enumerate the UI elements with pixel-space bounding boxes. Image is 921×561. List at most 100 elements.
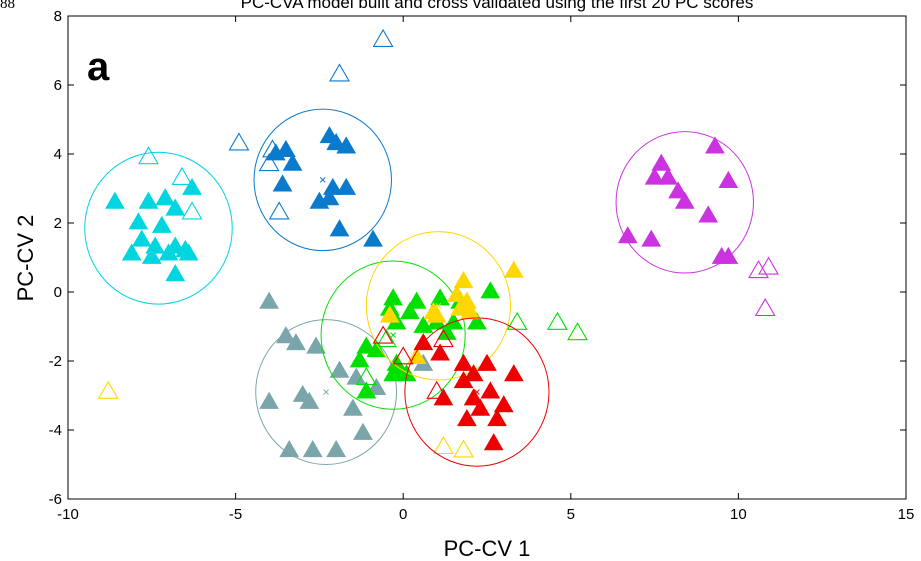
filled-triangle-point bbox=[383, 364, 404, 382]
filled-triangle-point bbox=[155, 188, 176, 206]
open-triangle-point bbox=[432, 328, 454, 348]
confidence-circle bbox=[615, 131, 754, 274]
x-tick-label: 15 bbox=[898, 506, 915, 523]
filled-triangle-point bbox=[467, 312, 487, 330]
x-tick-label: 10 bbox=[730, 506, 747, 523]
filled-triangle-point bbox=[413, 333, 434, 351]
filled-triangle-point bbox=[279, 440, 300, 458]
x-tick-label: -10 bbox=[57, 506, 79, 523]
x-tick-label: 0 bbox=[399, 506, 407, 523]
open-triangle-point bbox=[567, 322, 588, 341]
confidence-circle bbox=[84, 151, 233, 305]
open-triangle-point bbox=[329, 63, 350, 82]
filled-triangle-point bbox=[282, 153, 303, 171]
filled-triangle-point bbox=[141, 246, 162, 264]
filled-triangle-point bbox=[674, 191, 695, 209]
filled-triangle-point bbox=[503, 364, 524, 382]
filled-triangle-point bbox=[336, 177, 357, 195]
filled-triangle-point bbox=[276, 326, 296, 344]
filled-triangle-point bbox=[480, 381, 501, 399]
open-triangle-point bbox=[137, 146, 159, 165]
open-triangle-point bbox=[355, 366, 377, 386]
open-triangle-point bbox=[453, 439, 474, 458]
y-tick-label: -4 bbox=[49, 422, 62, 439]
filled-triangle-point bbox=[430, 343, 450, 361]
filled-triangle-point bbox=[617, 226, 638, 244]
filled-triangle-point bbox=[366, 377, 387, 396]
filled-triangle-point bbox=[446, 284, 467, 302]
filled-triangle-point bbox=[366, 339, 387, 358]
filled-triangle-point bbox=[480, 281, 501, 299]
filled-triangle-point bbox=[306, 336, 326, 354]
open-triangle-point bbox=[754, 297, 776, 317]
filled-triangle-point bbox=[718, 246, 739, 264]
axis-ticks: -10 -5 0 5 10 15 -6 -4 -2 0 2 4 6 8 bbox=[49, 8, 915, 523]
filled-triangle-point bbox=[503, 260, 524, 278]
confidence-circle bbox=[404, 317, 550, 467]
filled-triangle-point bbox=[450, 298, 471, 316]
filled-triangle-point bbox=[400, 302, 420, 320]
filled-triangle-point bbox=[286, 333, 306, 351]
open-triangle-point bbox=[228, 132, 250, 151]
filled-triangle-point bbox=[105, 191, 125, 209]
filled-triangle-point bbox=[433, 388, 454, 406]
filled-triangle-point bbox=[641, 229, 662, 247]
y-tick-label: 2 bbox=[54, 215, 62, 232]
filled-triangle-point bbox=[658, 167, 678, 185]
filled-triangle-point bbox=[336, 136, 357, 154]
filled-triangle-point bbox=[182, 177, 202, 195]
filled-triangle-point bbox=[453, 353, 474, 371]
panel-label: a bbox=[87, 45, 110, 89]
page-number: 88 bbox=[0, 0, 15, 12]
x-tick-label: 5 bbox=[567, 506, 575, 523]
filled-triangle-point bbox=[326, 440, 347, 458]
filled-triangle-point bbox=[151, 215, 172, 233]
filled-triangle-point bbox=[423, 302, 444, 320]
open-triangle-point bbox=[372, 325, 394, 344]
filled-triangle-point bbox=[329, 219, 350, 237]
filled-triangle-point bbox=[477, 353, 497, 371]
filled-triangle-point bbox=[131, 229, 152, 247]
x-axis-label: PC-CV 1 bbox=[444, 536, 531, 561]
open-triangle-point bbox=[372, 28, 394, 47]
filled-triangle-point bbox=[463, 364, 484, 382]
open-triangle-point bbox=[181, 201, 203, 220]
open-triangle-point bbox=[748, 259, 769, 279]
filled-triangle-point bbox=[353, 422, 373, 440]
open-triangle-point bbox=[97, 380, 119, 399]
filled-triangle-point bbox=[178, 243, 199, 261]
filled-triangle-point bbox=[705, 136, 725, 154]
filled-triangle-point bbox=[383, 288, 404, 306]
filled-triangle-point bbox=[698, 205, 719, 223]
open-triangle-point bbox=[426, 380, 448, 399]
plot-frame bbox=[67, 15, 907, 500]
filled-triangle-point bbox=[329, 360, 350, 378]
filled-triangle-point bbox=[363, 229, 383, 247]
filled-triangle-point bbox=[430, 288, 450, 306]
y-tick-label: -6 bbox=[49, 491, 62, 508]
open-triangle-point bbox=[432, 435, 454, 455]
filled-triangle-point bbox=[158, 243, 179, 261]
open-triangle-point bbox=[262, 139, 283, 158]
open-triangle-point bbox=[375, 328, 397, 348]
filled-triangle-point bbox=[349, 350, 370, 368]
filled-triangle-point bbox=[356, 381, 377, 399]
filled-triangle-point bbox=[299, 391, 320, 409]
confidence-circle bbox=[253, 108, 392, 252]
filled-triangle-point bbox=[406, 291, 427, 309]
y-tick-label: 6 bbox=[54, 77, 62, 94]
filled-triangle-point bbox=[493, 395, 514, 413]
group-centroid bbox=[319, 177, 326, 183]
filled-triangle-point bbox=[457, 408, 477, 427]
filled-triangle-point bbox=[165, 198, 186, 216]
filled-triangle-point bbox=[644, 167, 665, 185]
group-centroid bbox=[390, 332, 396, 338]
confidence-circle bbox=[320, 260, 466, 410]
plot-marks bbox=[84, 28, 780, 467]
filled-triangle-point bbox=[165, 264, 186, 282]
y-tick-label: -2 bbox=[49, 353, 62, 370]
filled-triangle-point bbox=[718, 170, 739, 189]
filled-triangle-point bbox=[259, 291, 279, 309]
open-triangle-point bbox=[258, 153, 280, 172]
